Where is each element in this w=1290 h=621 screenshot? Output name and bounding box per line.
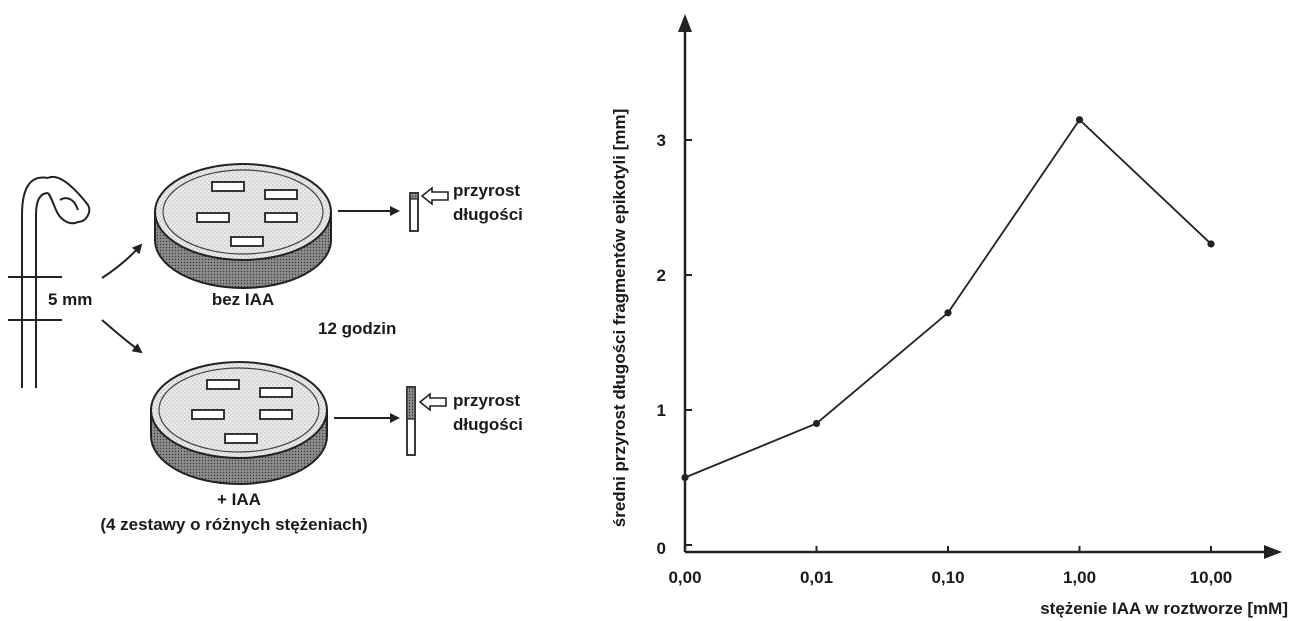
growth-label-treatment-line1: przyrost (453, 391, 520, 410)
series-line (684, 118, 1212, 479)
y-tick-label: 3 (657, 131, 666, 150)
data-point (812, 419, 821, 428)
control-dish-label: bez IAA (212, 290, 274, 309)
experiment-diagram: 5 mm bez IAA (8, 163, 523, 534)
segment-result-control (409, 192, 419, 232)
x-axis-arrow-icon (1264, 545, 1282, 559)
data-point (1075, 116, 1084, 124)
growth-label-control-line1: przyrost (453, 181, 520, 200)
data-point (681, 473, 689, 482)
x-tick-label: 10,00 (1190, 568, 1233, 587)
x-tick-label: 0,00 (668, 568, 701, 587)
petri-dish-treatment (150, 361, 328, 485)
segment-length-label: 5 mm (48, 290, 92, 309)
arrow-to-control-dish (101, 243, 143, 279)
seedling-epicotyl (8, 175, 91, 388)
data-point (1207, 240, 1215, 248)
arrow-to-treatment-dish (101, 319, 143, 354)
y-axis-title: średni przyrost długości fragmentów epik… (610, 109, 629, 527)
x-tick-label: 0,01 (800, 568, 833, 587)
x-tick-label: 1,00 (1063, 568, 1096, 587)
epicotyl-segments (191, 379, 293, 444)
growth-label-control-line2: długości (453, 205, 523, 224)
growth-pointer-icon (418, 392, 447, 412)
segment-result-treatment (406, 386, 416, 456)
growth-pointer-icon (420, 186, 449, 206)
treatment-dish-label: + IAA (217, 490, 261, 509)
x-tick-label: 0,10 (931, 568, 964, 587)
growth-chart: stężenie IAA w roztworze [mM] średni prz… (610, 14, 1288, 618)
x-axis-title: stężenie IAA w roztworze [mM] (1040, 599, 1288, 618)
growth-label-treatment-line2: długości (453, 415, 523, 434)
epicotyl-segments (196, 181, 298, 247)
petri-dish-control (154, 163, 332, 289)
y-axis-arrow-icon (678, 14, 692, 32)
data-point (944, 309, 952, 317)
treatment-dish-note: (4 zestawy o różnych stężeniach) (100, 515, 367, 534)
duration-label: 12 godzin (318, 319, 396, 338)
y-tick-label: 0 (657, 539, 666, 558)
y-tick-label: 2 (657, 266, 666, 285)
y-tick-label: 1 (657, 401, 666, 420)
